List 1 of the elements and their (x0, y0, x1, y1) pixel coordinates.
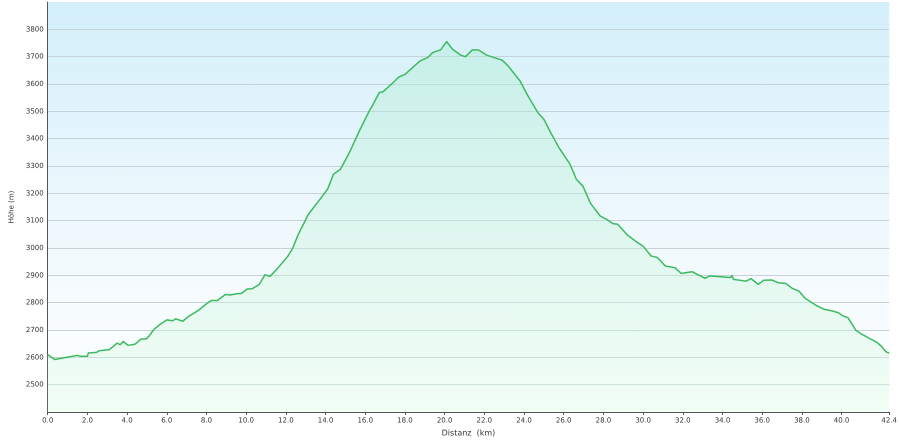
x-axis-title: Distanz (km) (442, 428, 496, 438)
